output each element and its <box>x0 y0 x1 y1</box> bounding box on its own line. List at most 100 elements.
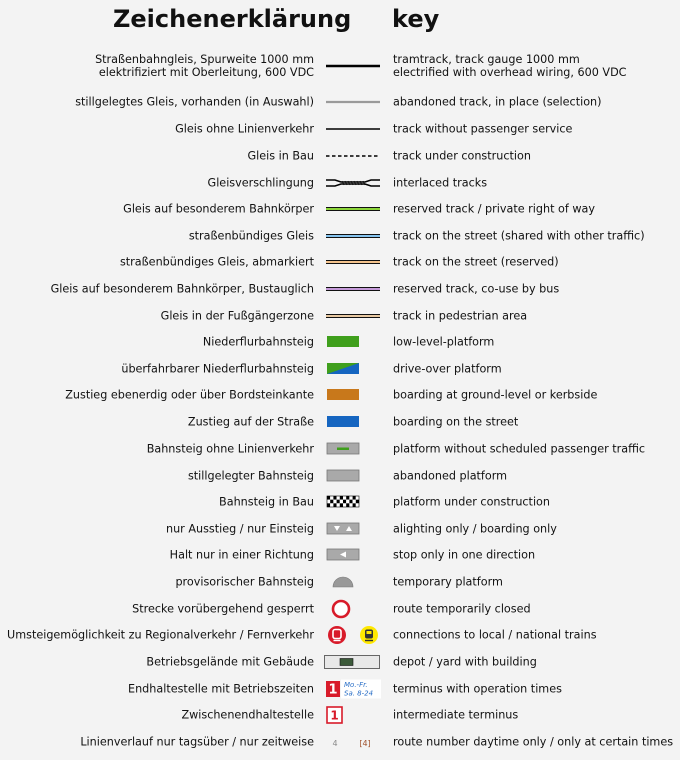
symbol-line-brown <box>323 305 383 327</box>
label-en: track on the street (shared with other t… <box>393 230 645 243</box>
legend-row: Gleis in Bau track under construction <box>0 143 680 169</box>
label-en: platform without scheduled passenger tra… <box>393 443 645 456</box>
label-en-line: intermediate terminus <box>393 708 519 722</box>
symbol-platform-checker <box>323 491 383 513</box>
alighting-triangle <box>334 526 340 531</box>
label-de: straßenbündiges Gleis <box>189 230 314 243</box>
label-en-line: connections to local / national trains <box>393 628 597 642</box>
label-de: Gleis auf besonderem Bahnkörper, Bustaug… <box>51 283 314 296</box>
symbol-platform-triangles <box>323 518 383 540</box>
label-de: Endhaltestelle mit Betriebszeiten <box>128 683 314 696</box>
label-en-line: track on the street (shared with other t… <box>393 229 645 243</box>
symbol-platform-blue <box>323 411 383 433</box>
label-en-line: stop only in one direction <box>393 548 536 562</box>
label-de: Gleis in der Fußgängerzone <box>161 310 314 323</box>
legend-row: straßenbündiges Gleis track on the street… <box>0 223 680 249</box>
label-de: stillgelegtes Gleis, vorhanden (in Auswa… <box>75 96 314 109</box>
header-en: key <box>392 5 440 33</box>
legend-row: Gleis in der Fußgängerzone track in pedes… <box>0 303 680 329</box>
symbol-train-icons <box>323 624 383 646</box>
label-de-line: Halt nur in einer Richtung <box>169 548 314 562</box>
platform-checker-pattern <box>327 496 359 508</box>
label-en: connections to local / national trains <box>393 629 597 642</box>
legend-row: Niederflurbahnsteig low-level-platform <box>0 329 680 355</box>
label-de-line: elektrifiziert mit Oberleitung, 600 VDC <box>98 66 314 79</box>
symbol-line-green <box>323 198 383 220</box>
legend-row: nur Ausstieg / nur Einsteig alighting onl… <box>0 516 680 542</box>
header-de: Zeichenerklärung <box>113 5 352 33</box>
closed-sign-circle <box>331 599 351 619</box>
label-de: straßenbündiges Gleis, abmarkiert <box>120 256 314 269</box>
regional-train-body <box>332 628 342 640</box>
label-de-line: Zustieg ebenerdig oder über Bordsteinkan… <box>65 388 314 402</box>
label-en: alighting only / boarding only <box>393 523 557 536</box>
label-en-line: reserved track / private right of way <box>393 202 595 216</box>
label-de: Straßenbahngleis, Spurweite 1000 mm elekt… <box>95 53 314 79</box>
legend-row: Bahnsteig in Bau platform under construct… <box>0 489 680 515</box>
label-de-line: stillgelegter Bahnsteig <box>187 469 314 483</box>
label-de-line: nur Ausstieg / nur Einsteig <box>165 522 314 536</box>
label-de: Bahnsteig in Bau <box>219 496 314 509</box>
symbol-route-numbers: 4 [4] <box>323 731 383 753</box>
label-de: Gleis in Bau <box>247 150 314 163</box>
symbol-line-dashed <box>323 145 383 167</box>
label-de-line: Straßenbahngleis, Spurweite 1000 mm <box>95 53 314 66</box>
legend-row: Gleis ohne Linienverkehr track without pa… <box>0 116 680 142</box>
symbol-line-blue <box>323 225 383 247</box>
terminus-badge <box>326 681 340 697</box>
label-en-line: interlaced tracks <box>393 176 488 190</box>
label-de: Strecke vorübergehend gesperrt <box>132 603 314 616</box>
label-en: low-level-platform <box>393 336 494 349</box>
symbol-platform-orange <box>323 384 383 406</box>
legend-row: Linienverlauf nur tagsüber / nur zeitwei… <box>0 729 680 755</box>
label-en-line: low-level-platform <box>393 335 495 349</box>
symbol-line-black-thin <box>323 118 383 140</box>
terminus-times-box <box>341 679 381 699</box>
label-en: depot / yard with building <box>393 656 537 669</box>
label-en-line: alighting only / boarding only <box>393 522 557 536</box>
label-de-line: straßenbündiges Gleis, abmarkiert <box>119 255 314 269</box>
label-de-line: Gleisverschlingung <box>207 176 314 190</box>
label-en-line: temporary platform <box>393 575 503 589</box>
terminus-number: 1 <box>328 683 337 698</box>
legend-row: Strecke vorübergehend gesperrt route temp… <box>0 596 680 622</box>
label-de-line: stillgelegtes Gleis, vorhanden (in Auswa… <box>75 95 314 109</box>
label-en: intermediate terminus <box>393 709 518 722</box>
legend-row: Straßenbahngleis, Spurweite 1000 mm elekt… <box>0 53 680 79</box>
legend-row: Betriebsgelände mit Gebäude depot / yard … <box>0 649 680 675</box>
legend-row: Endhaltestelle mit Betriebszeiten 1 Mo.-Fr… <box>0 676 680 702</box>
label-de: Bahnsteig ohne Linienverkehr <box>147 443 314 456</box>
symbol-platform-green-blue <box>323 358 383 380</box>
label-en-line: depot / yard with building <box>393 655 537 669</box>
label-en-line: track in pedestrian area <box>393 309 528 323</box>
label-de: Zustieg auf der Straße <box>188 416 314 429</box>
label-en: abandoned platform <box>393 470 507 483</box>
label-en-line: track without passenger service <box>393 122 573 136</box>
label-en: terminus with operation times <box>393 683 562 696</box>
label-de-line: straßenbündiges Gleis <box>188 229 314 243</box>
label-en: tramtrack, track gauge 1000 mm electrifie… <box>393 53 627 79</box>
label-en-line: drive-over platform <box>393 362 502 376</box>
track-tie <box>356 180 360 186</box>
label-en: track in pedestrian area <box>393 310 527 323</box>
label-en: track on the street (reserved) <box>393 256 559 269</box>
platform-rect <box>327 389 359 400</box>
label-de: Zwischenendhaltestelle <box>181 709 314 722</box>
label-en-line: electrified with overhead wiring, 600 VD… <box>393 66 627 79</box>
symbol-line-interlaced <box>323 172 383 194</box>
temporary-platform <box>332 576 354 588</box>
label-en: reserved track, co-use by bus <box>393 283 559 296</box>
terminus-times-weekday: Mo.-Fr. <box>344 681 368 689</box>
label-de-line: Linienverlauf nur tagsüber / nur zeitwei… <box>80 735 314 749</box>
label-de-line: Niederflurbahnsteig <box>202 335 314 349</box>
label-de-line: Gleis auf besonderem Bahnkörper <box>123 202 314 216</box>
label-en: route number daytime only / only at cert… <box>393 736 673 749</box>
label-de: Gleis ohne Linienverkehr <box>175 123 314 136</box>
route-number-certain-times: [4] <box>359 739 370 748</box>
symbol-terminus: 1 Mo.-Fr. Sa. 8-24 <box>323 678 383 700</box>
symbol-closed-sign <box>323 598 383 620</box>
legend-row: Gleis auf besonderem Bahnkörper reserved … <box>0 196 680 222</box>
label-en-line: abandoned track, in place (selection) <box>393 95 602 109</box>
label-de-line: Bahnsteig ohne Linienverkehr <box>146 442 314 456</box>
label-en: temporary platform <box>393 576 503 589</box>
